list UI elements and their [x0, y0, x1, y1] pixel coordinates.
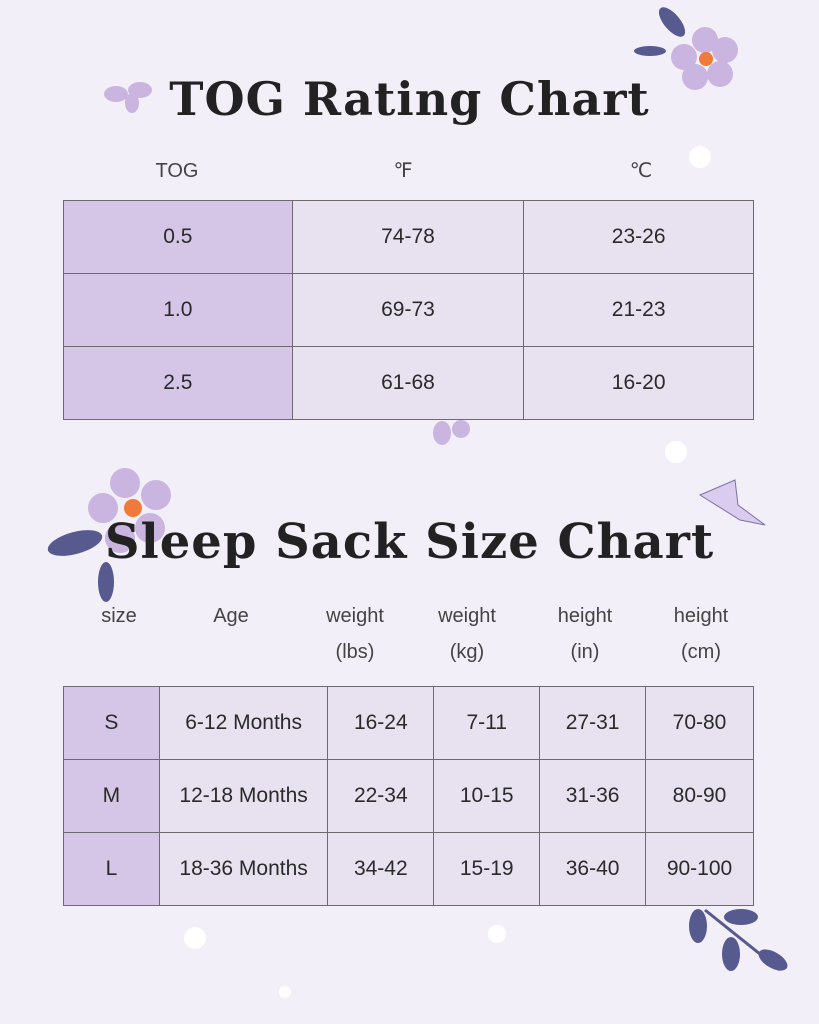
- table: S 6-12 Months 16-24 7-11 27-31 70-80 M 12-18 Mo…: [63, 686, 754, 906]
- row: 1.0 69-73 21-23: [63, 273, 754, 347]
- table: 0.5 74-78 23-26 1.0 69-73 21-23 2.5 61-68 16-20: [63, 200, 754, 420]
- cell: 74-78: [291, 200, 525, 274]
- column-header: height (in): [558, 598, 613, 670]
- header-line: (in): [570, 641, 600, 663]
- cell: 27-31: [539, 686, 647, 760]
- cell: 18-36 Months: [158, 832, 329, 906]
- column-header: Age: [213, 598, 249, 634]
- cell: 16-20: [523, 346, 754, 420]
- cell: 23-26: [523, 200, 754, 274]
- cell: 7-11: [433, 686, 541, 760]
- row: M 12-18 Months 22-34 10-15 31-36 80-90: [63, 759, 754, 833]
- cell: 36-40: [539, 832, 647, 906]
- cell: 31-36: [539, 759, 647, 833]
- cell: 61-68: [291, 346, 525, 420]
- column-header: ℉: [393, 160, 413, 182]
- column-header: weight (lbs): [326, 598, 384, 670]
- cell: 0.5: [63, 200, 293, 274]
- column-header: weight (kg): [438, 598, 496, 670]
- cell: 10-15: [433, 759, 541, 833]
- cell: 16-24: [327, 686, 435, 760]
- header-line: weight: [438, 605, 496, 627]
- cell: 15-19: [433, 832, 541, 906]
- cell: 22-34: [327, 759, 435, 833]
- cell: S: [63, 686, 160, 760]
- header-line: (cm): [681, 641, 721, 663]
- cell: 34-42: [327, 832, 435, 906]
- cell: 90-100: [645, 832, 754, 906]
- cell: L: [63, 832, 160, 906]
- header-line: Age: [213, 605, 249, 627]
- cell: M: [63, 759, 160, 833]
- cell: 80-90: [645, 759, 754, 833]
- header-line: weight: [326, 605, 384, 627]
- header-line: (lbs): [335, 641, 375, 663]
- header-line: (kg): [449, 641, 485, 663]
- row: 2.5 61-68 16-20: [63, 346, 754, 420]
- cell: 1.0: [63, 273, 293, 347]
- header-line: size: [101, 605, 137, 627]
- column-header: ℃: [629, 160, 653, 182]
- row: L 18-36 Months 34-42 15-19 36-40 90-100: [63, 832, 754, 906]
- cell: 69-73: [291, 273, 525, 347]
- cell: 12-18 Months: [158, 759, 329, 833]
- cell: 6-12 Months: [158, 686, 329, 760]
- header-line: height: [673, 605, 729, 627]
- column-header: TOG: [155, 160, 199, 182]
- title: TOG Rating Chart: [169, 72, 650, 126]
- header-line: height: [557, 605, 613, 627]
- cell: 2.5: [63, 346, 293, 420]
- row: S 6-12 Months 16-24 7-11 27-31 70-80: [63, 686, 754, 760]
- column-header: height (cm): [674, 598, 729, 670]
- column-header: size: [101, 598, 137, 634]
- title: Sleep Sack Size Chart: [104, 514, 715, 570]
- cell: 70-80: [645, 686, 754, 760]
- row: 0.5 74-78 23-26: [63, 200, 754, 274]
- cell: 21-23: [523, 273, 754, 347]
